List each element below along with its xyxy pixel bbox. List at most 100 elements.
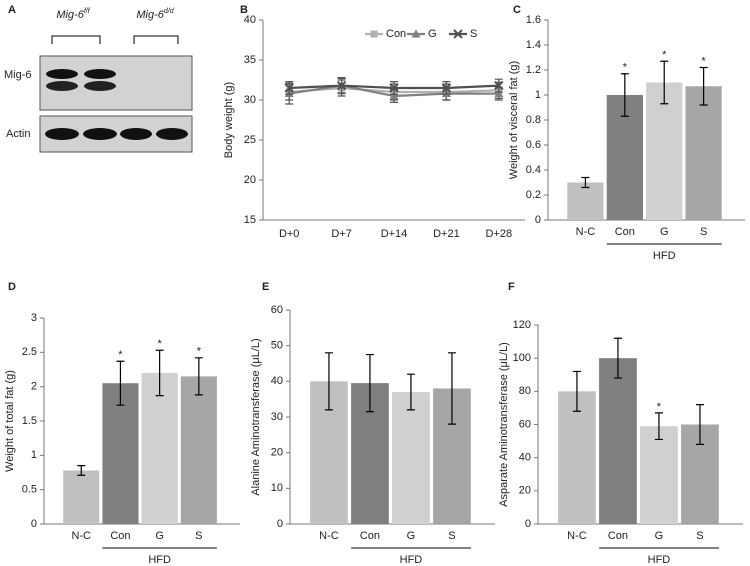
y-tick-label: 0.2	[526, 189, 541, 201]
x-tick-label: S	[448, 530, 455, 542]
error-bar	[77, 465, 86, 476]
error-bar-line	[406, 373, 415, 411]
y-tick-label: 2	[31, 381, 37, 393]
band	[156, 128, 188, 140]
error-bar-line	[77, 465, 86, 476]
bar	[599, 358, 637, 524]
panel-letter: C	[513, 4, 521, 16]
band	[84, 81, 116, 91]
error-bar-line	[654, 412, 663, 441]
significance-label: *	[157, 338, 162, 350]
marker	[494, 80, 504, 91]
x-tick-label: N-C	[71, 530, 91, 542]
x-tick-label: N-C	[319, 530, 339, 542]
row-label: Actin	[6, 128, 30, 140]
y-tick-label: 0	[277, 518, 283, 530]
marker	[389, 91, 399, 100]
error-bar	[116, 360, 125, 406]
error-bar	[581, 176, 590, 189]
y-tick-label: 30	[271, 411, 283, 423]
lane-bracket	[51, 35, 179, 44]
bar	[392, 392, 430, 524]
band	[46, 81, 78, 91]
band	[83, 128, 117, 140]
significance-label: *	[662, 49, 667, 61]
panel-letter: F	[508, 281, 515, 293]
error-bar	[695, 404, 704, 445]
y-tick-label: 40	[271, 375, 283, 387]
x-tick-label: D+28	[485, 228, 512, 240]
y-tick-label: 15	[244, 214, 256, 226]
y-tick-label: 80	[519, 385, 531, 397]
error-bar-line	[155, 349, 164, 397]
x-tick-label: G	[407, 530, 416, 542]
legend-label: Con	[386, 28, 406, 40]
blot-panel: A Mig-6f/f Mig-6d/d Mig-6 Actin	[4, 4, 193, 153]
error-bar-line	[572, 370, 581, 412]
legend-label: G	[428, 28, 437, 40]
y-tick-label: 20	[519, 485, 531, 497]
significance-label: *	[197, 346, 202, 358]
error-bar-line	[581, 176, 590, 189]
error-bar	[406, 373, 415, 411]
y-tick-label: 2.5	[22, 346, 37, 358]
group-label: HFD	[400, 554, 423, 566]
x-tick-label: G	[660, 226, 669, 238]
x-tick-label: D+0	[279, 228, 300, 240]
error-bar-line	[613, 337, 622, 379]
y-tick-label: 35	[244, 54, 256, 66]
bar	[640, 426, 678, 524]
x-tick-label: D+7	[331, 228, 352, 240]
error-bar	[447, 352, 456, 425]
error-bar	[654, 412, 663, 441]
marker	[441, 83, 452, 93]
error-bar	[613, 337, 622, 379]
y-axis-label: Weight of total fat (g)	[4, 370, 16, 472]
x-tick-label: D+21	[433, 228, 460, 240]
bar	[141, 372, 178, 524]
y-tick-label: 120	[513, 319, 531, 331]
x-tick-label: Con	[608, 530, 628, 542]
y-tick-label: 100	[513, 352, 531, 364]
y-tick-label: 20	[271, 447, 283, 459]
genotype: f/f	[84, 8, 91, 15]
marker	[370, 30, 378, 38]
band	[46, 69, 78, 79]
legend-item: S	[449, 28, 477, 40]
y-tick-label: 0.4	[526, 164, 541, 176]
gene: Mig-6	[56, 9, 84, 21]
error-bar	[365, 353, 374, 413]
error-bar-line	[699, 66, 708, 106]
y-tick-label: 1.4	[526, 39, 541, 51]
x-tick-label: N-C	[576, 226, 596, 238]
bar	[567, 182, 604, 220]
error-bar	[699, 66, 708, 106]
band	[45, 128, 79, 140]
legend-label: S	[470, 28, 477, 40]
y-tick-label: 0.5	[22, 484, 37, 496]
y-axis-label: Alanine Aminotransferase (μL/L)	[250, 338, 262, 495]
significance-label: *	[118, 349, 123, 361]
x-tick-label: S	[195, 530, 202, 542]
marker	[494, 89, 504, 98]
error-bar	[324, 352, 333, 411]
marker	[453, 29, 463, 39]
panel-letter: B	[240, 4, 248, 16]
y-tick-label: 1.2	[526, 64, 541, 76]
x-tick-label: Con	[615, 226, 635, 238]
error-bar-line	[116, 360, 125, 406]
marker	[411, 29, 421, 38]
legend-item: G	[407, 28, 437, 40]
y-tick-label: 0.6	[526, 139, 541, 151]
error-bar	[155, 349, 164, 397]
y-tick-label: 40	[244, 14, 256, 26]
x-tick-label: G	[655, 530, 664, 542]
x-tick-label: D+14	[381, 228, 408, 240]
panel-letter: D	[8, 281, 16, 293]
error-bar-line	[324, 352, 333, 411]
x-tick-label: Con	[360, 530, 380, 542]
y-tick-label: 3	[31, 312, 37, 324]
significance-label: *	[701, 55, 706, 67]
error-bar-line	[695, 404, 704, 445]
